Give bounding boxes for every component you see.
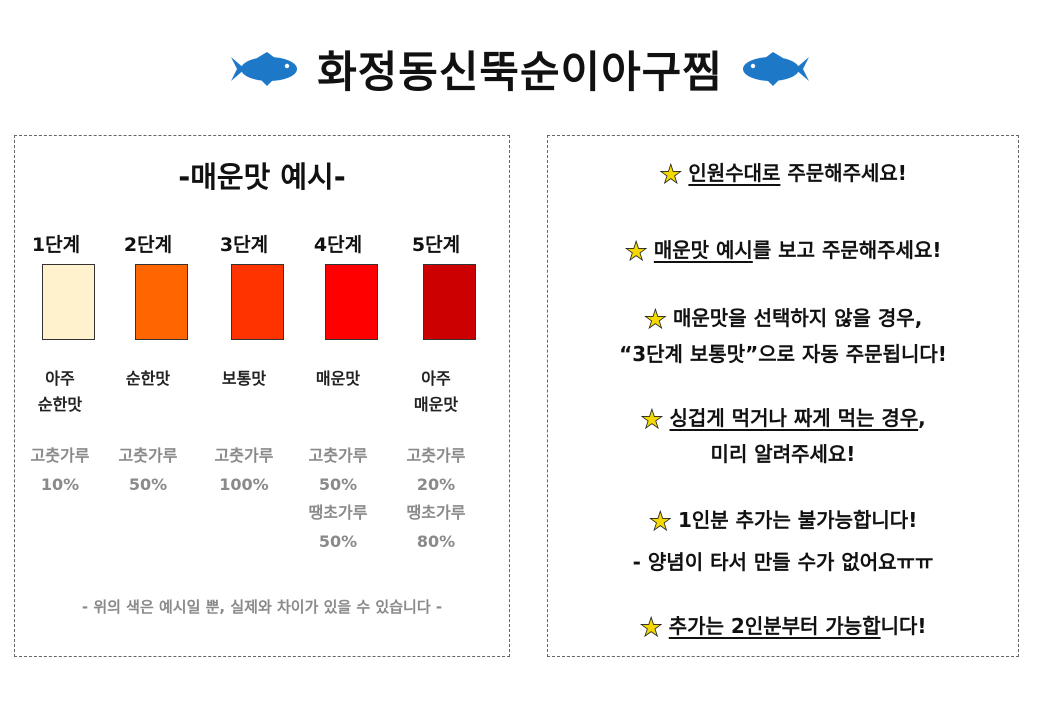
star-icon: ★ xyxy=(624,237,648,268)
taste-text: 매운맛 xyxy=(315,369,361,388)
taste-text: 아주 순한맛 xyxy=(37,369,83,414)
rule-item: ★ 1인분 추가는 불가능합니다! - 양념이 타서 만들 수가 없어요ㅠㅠ xyxy=(632,507,934,574)
title-row: 화정동신뚝순이아구찜 xyxy=(0,34,1040,104)
level-label: 3단계 xyxy=(219,234,269,256)
color-swatch xyxy=(135,264,188,340)
level-column: 5단계 xyxy=(388,230,484,257)
level-label: 1단계 xyxy=(31,234,81,256)
powder-ratio: 고춧가루 50% xyxy=(118,446,178,494)
level-label: 2단계 xyxy=(123,234,173,256)
fish-icon xyxy=(231,52,298,86)
fish-icon xyxy=(742,52,809,86)
taste-text: 아주 매운맛 xyxy=(413,369,459,414)
level-column: 1단계 xyxy=(8,230,104,257)
star-icon: ★ xyxy=(659,160,683,191)
color-swatch xyxy=(42,264,95,340)
rule-item: ★ 추가는 2인분부터 가능합니다! xyxy=(639,613,927,644)
color-swatch xyxy=(325,264,378,340)
powder-ratio: 고춧가루 50% 땡초가루 50% xyxy=(308,446,368,551)
color-swatch xyxy=(423,264,476,340)
powder-ratio: 고춧가루 100% xyxy=(214,446,274,494)
color-swatch xyxy=(231,264,284,340)
rule-item: ★ 매운맛을 선택하지 않을 경우, “3단계 보통맛”으로 자동 주문됩니다! xyxy=(619,305,947,366)
taste-text: 순한맛 xyxy=(125,369,171,388)
taste-text: 보통맛 xyxy=(221,369,267,388)
powder-ratio: 고춧가루 20% 땡초가루 80% xyxy=(406,446,466,551)
star-icon: ★ xyxy=(643,305,667,336)
rule-item: ★ 인원수대로 주문해주세요! xyxy=(659,160,907,191)
rule-item: ★ 싱겁게 먹거나 짜게 먹는 경우, 미리 알려주세요! xyxy=(640,405,926,466)
rule-item: ★ 매운맛 예시를 보고 주문해주세요! xyxy=(624,237,942,268)
star-icon: ★ xyxy=(639,613,663,644)
star-icon: ★ xyxy=(648,507,672,538)
level-column: 3단계 xyxy=(196,230,292,257)
spice-heading: -매운맛 예시- xyxy=(178,160,346,194)
order-rules-panel: ★ 인원수대로 주문해주세요! ★ 매운맛 예시를 보고 주문해주세요! ★ 매운맛을… xyxy=(547,135,1019,657)
color-disclaimer: - 위의 색은 예시일 뿐, 실제와 차이가 있을 수 있습니다 - xyxy=(81,598,443,616)
powder-ratio: 고춧가루 10% xyxy=(30,446,90,494)
level-column: 2단계 xyxy=(100,230,196,257)
spice-guide-panel: -매운맛 예시- 1단계 2단계 3단계 4단계 5단계 아주 순한맛 순한맛 … xyxy=(14,135,510,657)
level-column: 4단계 xyxy=(290,230,386,257)
level-label: 5단계 xyxy=(411,234,461,256)
star-icon: ★ xyxy=(640,405,664,436)
page-title: 화정동신뚝순이아구찜 xyxy=(317,48,723,98)
level-label: 4단계 xyxy=(313,234,363,256)
